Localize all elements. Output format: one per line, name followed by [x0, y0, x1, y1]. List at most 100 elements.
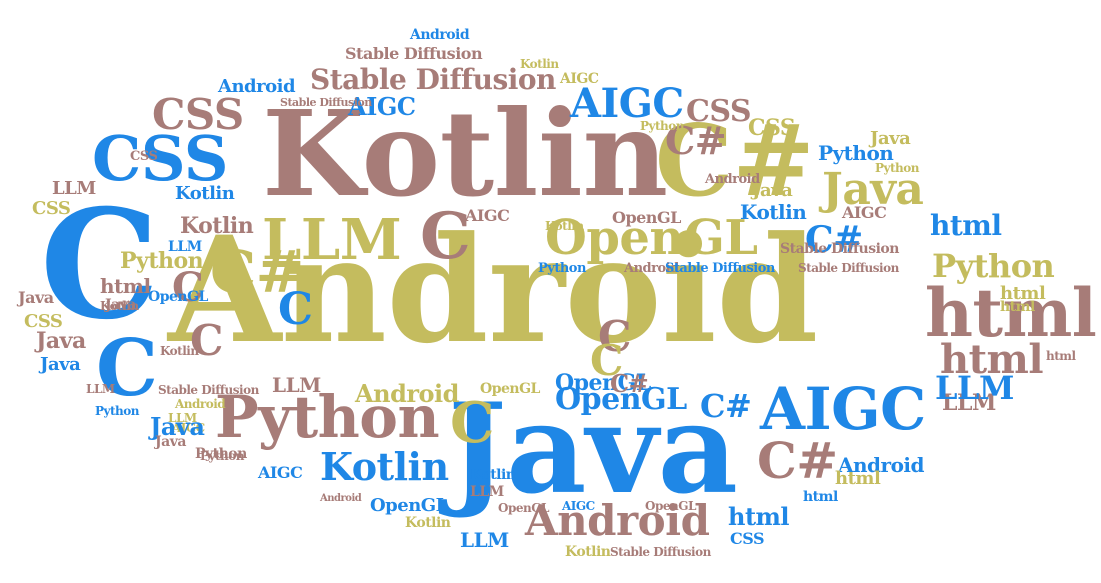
word-python: Python: [875, 161, 920, 175]
word-android: Android: [320, 493, 362, 504]
word-llm: LLM: [86, 382, 115, 396]
word-aigc: AIGC: [465, 206, 510, 225]
word-kotlin: Kotlin: [180, 213, 254, 239]
word-aigc: AIGC: [842, 203, 887, 222]
word-llm: LLM: [168, 239, 202, 255]
word-android: Android: [218, 76, 296, 97]
word-android: Android: [838, 453, 925, 477]
word-stable-diffusion: Stable Diffusion: [310, 63, 556, 96]
word-css: CSS: [24, 311, 63, 332]
word-java: Java: [752, 180, 793, 201]
word-java: Java: [870, 128, 911, 149]
word-llm: LLM: [470, 484, 504, 500]
word-android: Android: [624, 261, 679, 276]
word-aigc: AIGC: [562, 499, 595, 513]
word-c: C: [96, 323, 158, 414]
word-stable-diffusion: Stable Diffusion: [780, 241, 899, 257]
word-kotlin: Kotlin: [262, 84, 668, 223]
word-opengl: OpenGL: [645, 499, 696, 513]
word-opengl: OpenGL: [612, 208, 681, 227]
word-aigc: AIGC: [570, 80, 684, 127]
word-csharp: C#: [610, 369, 649, 398]
word-opengl: OpenGL: [480, 381, 540, 397]
word-html: html: [930, 209, 1002, 242]
word-aigc: AIGC: [348, 92, 416, 121]
word-c: C: [450, 390, 495, 456]
word-c: C: [590, 336, 623, 385]
word-css: CSS: [686, 94, 752, 129]
word-java: Java: [105, 297, 136, 313]
word-android: Android: [410, 27, 470, 43]
word-llm: LLM: [272, 373, 321, 397]
word-stable-diffusion: Stable Diffusion: [665, 261, 775, 276]
word-css: CSS: [130, 149, 158, 164]
word-python: Python: [195, 446, 247, 462]
word-python: Python: [932, 247, 1055, 285]
word-python: Python: [200, 449, 245, 463]
word-stable-diffusion: Stable Diffusion: [280, 96, 372, 109]
word-kotlin: Kotlin: [565, 544, 611, 560]
word-html: html: [803, 489, 838, 505]
word-llm: LLM: [460, 528, 509, 552]
word-aigc: AIGC: [172, 421, 205, 435]
word-c: C: [278, 284, 313, 335]
word-java: Java: [822, 164, 924, 215]
word-stable-diffusion: Stable Diffusion: [158, 383, 259, 397]
word-css: CSS: [730, 529, 765, 548]
word-html: html: [1046, 349, 1076, 363]
word-java: Java: [18, 288, 54, 307]
word-csharp: C#: [805, 219, 863, 261]
word-c: C: [598, 312, 631, 361]
word-java: Java: [155, 434, 186, 450]
word-kotlin: Kotlin: [405, 515, 451, 531]
word-android: Android: [525, 496, 710, 545]
word-llm: LLM: [942, 390, 996, 416]
word-java: Java: [40, 354, 81, 375]
word-css: CSS: [748, 115, 796, 141]
word-android: Android: [168, 205, 818, 376]
word-html: html: [728, 502, 790, 531]
word-java: Java: [150, 412, 205, 441]
word-kotlin: Kotlin: [740, 200, 807, 224]
word-kotlin: Kotlin: [320, 444, 449, 489]
word-aigc: AIGC: [258, 463, 303, 482]
word-kotlin: Kotlin: [175, 183, 235, 204]
word-aigc: AIGC: [560, 71, 599, 87]
word-opengl: OpenGL: [370, 495, 448, 516]
word-python: Python: [538, 261, 586, 276]
word-opengl: OpenGL: [555, 382, 687, 417]
word-python: Python: [640, 119, 685, 133]
word-kotlin: Kotlin: [520, 57, 559, 71]
word-html: html: [1000, 299, 1035, 315]
word-csharp: C#: [700, 387, 752, 425]
word-java: Java: [36, 328, 86, 354]
word-css: CSS: [92, 122, 229, 195]
word-csharp: C#: [757, 431, 838, 490]
word-opengl: OpenGL: [545, 210, 758, 266]
word-llm: LLM: [935, 369, 1014, 407]
word-c: C: [40, 177, 159, 353]
word-opengl: OpenGL: [148, 289, 208, 305]
word-android: Android: [355, 379, 459, 408]
word-llm: LLM: [52, 178, 96, 199]
word-html: html: [925, 274, 1097, 352]
word-c: C: [172, 264, 204, 311]
word-stable-diffusion: Stable Diffusion: [345, 44, 483, 63]
word-opengl: OpenGL: [555, 370, 651, 396]
word-stable-diffusion: Stable Diffusion: [610, 545, 711, 559]
word-html: html: [835, 468, 881, 489]
word-java: Java: [448, 377, 738, 522]
word-kotlin: Kotlin: [100, 299, 139, 313]
word-python: Python: [215, 383, 440, 451]
word-kotlin: Kotlin: [470, 467, 516, 483]
word-llm: LLM: [262, 207, 402, 273]
word-csharp: C#: [665, 118, 727, 163]
word-css: CSS: [32, 198, 71, 219]
word-python: Python: [818, 141, 894, 165]
word-stable-diffusion: Stable Diffusion: [798, 261, 899, 275]
word-html: html: [940, 336, 1044, 383]
word-csharp: C#: [210, 238, 304, 306]
word-css: CSS: [152, 90, 244, 139]
word-llm: LLM: [168, 411, 197, 425]
